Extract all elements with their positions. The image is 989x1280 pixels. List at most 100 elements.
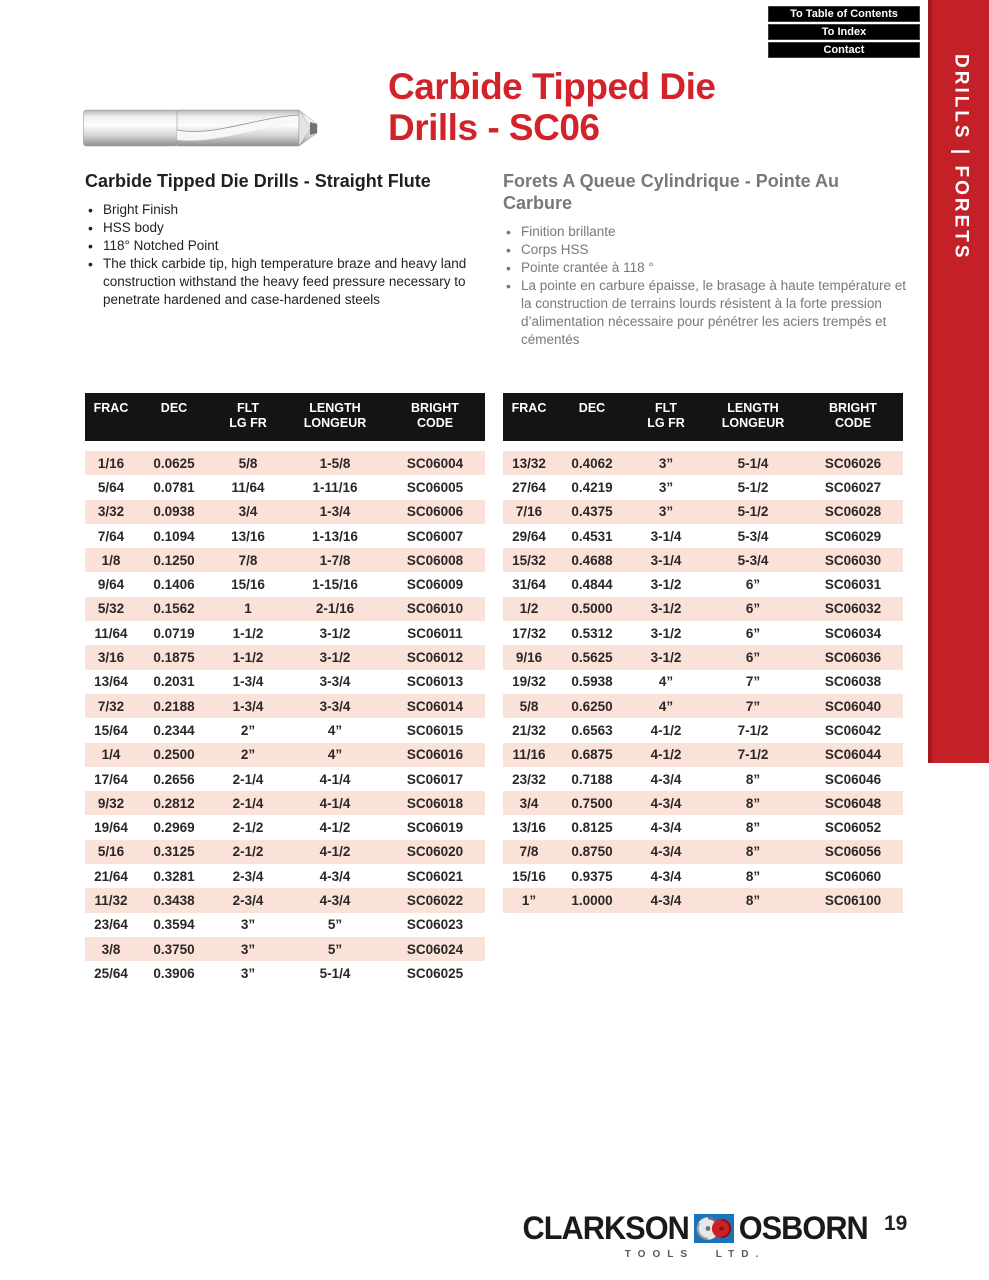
nav-to-index-button[interactable]: To Index	[768, 24, 920, 40]
section-tab-label: DRILLS | FORETS	[950, 54, 972, 261]
table-cell: 0.6563	[571, 722, 613, 738]
table-row: 13/64 0.2031 1-3/4 3-3/4 SC06013	[85, 670, 485, 694]
nav-contact-button[interactable]: Contact	[768, 42, 920, 58]
table-cell: 9/64	[97, 577, 125, 593]
table-cell: SC06060	[824, 868, 882, 884]
table-cell: 0.2656	[153, 771, 195, 787]
table-cell: SC06028	[824, 504, 882, 520]
brand-clarkson: CLARKSON	[522, 1210, 690, 1246]
table-cell: 2-1/2	[232, 820, 264, 836]
bullet-item: The thick carbide tip, high temperature …	[85, 255, 483, 309]
table-cell: 5-1/4	[319, 965, 351, 981]
table-cell: SC06004	[406, 455, 464, 471]
drill-product-image	[83, 109, 318, 147]
table-cell: 4-3/4	[650, 892, 682, 908]
table-row: 13/32 0.4062 3” 5-1/4 SC06026	[503, 451, 903, 476]
table-cell: 3”	[658, 455, 674, 471]
table-cell: 0.0625	[153, 455, 195, 471]
table-cell: 4-3/4	[319, 868, 351, 884]
table-cell: 5/64	[97, 479, 125, 495]
table-cell: SC06046	[824, 771, 882, 787]
table-cell: 17/32	[512, 625, 546, 641]
table-row: 25/64 0.3906 3” 5-1/4 SC06025	[85, 961, 485, 985]
table-cell: SC06019	[406, 820, 464, 836]
table-cell: SC06032	[824, 601, 882, 617]
table-cell: 4-3/4	[319, 892, 351, 908]
table-row: 11/32 0.3438 2-3/4 4-3/4 SC06022	[85, 888, 485, 913]
table-cell: 2-3/4	[232, 892, 264, 908]
table-cell: SC06038	[824, 674, 882, 690]
table-row: 17/32 0.5312 3-1/2 6” SC06034	[503, 621, 903, 645]
table-cell: 4”	[658, 674, 674, 690]
table-row: 1/8 0.1250 7/8 1-7/8 SC06008	[85, 548, 485, 573]
table-row: 29/64 0.4531 3-1/4 5-3/4 SC06029	[503, 524, 903, 548]
table-cell: 0.0719	[153, 625, 195, 641]
table-cell: 5-3/4	[737, 528, 769, 544]
english-heading: Carbide Tipped Die Drills - Straight Flu…	[85, 171, 431, 191]
table-cell: 5/8	[238, 455, 258, 471]
table-cell: SC06029	[824, 528, 882, 544]
table-row: 21/32 0.6563 4-1/2 7-1/2 SC06042	[503, 718, 903, 742]
table-cell: 4-3/4	[650, 868, 682, 884]
page-title-line-1: Carbide Tipped Die	[388, 66, 716, 107]
bullet-item: Corps HSS	[503, 241, 911, 259]
english-description: Carbide Tipped Die Drills - Straight Flu…	[85, 170, 483, 309]
table-cell: 0.6250	[571, 698, 613, 714]
table-row: 5/8 0.6250 4” 7” SC06040	[503, 693, 903, 719]
table-row: 5/16 0.3125 2-1/2 4-1/2 SC06020	[85, 839, 485, 865]
table-cell: 3-1/2	[650, 625, 682, 641]
table-cell: 0.4062	[571, 455, 613, 471]
table-row: 1” 1.0000 4-3/4 8” SC06100	[503, 888, 903, 913]
french-description: Forets A Queue Cylindrique - Pointe Au C…	[503, 170, 911, 349]
table-cell: 0.5625	[571, 650, 613, 666]
table-cell: 5-1/4	[737, 455, 769, 471]
section-tab-drills-forets[interactable]: DRILLS | FORETS	[928, 0, 989, 763]
table-cell: 19/64	[94, 820, 128, 836]
table-cell: 3/32	[97, 504, 125, 520]
spec-table-right: FRAC DEC FLT LG FR LENGTH LONGEUR BRIGHT CODE 1…	[503, 393, 903, 913]
table-cell: 2-1/16	[315, 601, 355, 617]
column-header: FRAC	[511, 401, 547, 415]
table-row: 7/64 0.1094 13/16 1-13/16 SC06007	[85, 524, 485, 548]
table-cell: SC06048	[824, 795, 882, 811]
table-row: 11/16 0.6875 4-1/2 7-1/2 SC06044	[503, 742, 903, 767]
bullet-item: Finition brillante	[503, 223, 911, 241]
table-cell: 25/64	[94, 965, 128, 981]
table-cell: 1-11/16	[312, 479, 358, 495]
table-cell: SC06007	[406, 528, 464, 544]
table-cell: 1-15/16	[312, 577, 358, 593]
table-cell: 1	[244, 601, 252, 617]
table-cell: 21/32	[512, 722, 546, 738]
table-cell: 4-1/2	[319, 844, 351, 860]
table-cell: 13/32	[512, 455, 546, 471]
table-row: 5/32 0.1562 1 2-1/16 SC06010	[85, 596, 485, 622]
table-cell: 2”	[240, 722, 256, 738]
table-cell: 5-1/2	[737, 504, 769, 520]
table-cell: SC06052	[824, 820, 882, 836]
table-cell: 7”	[745, 698, 761, 714]
drill-flute	[177, 115, 299, 141]
table-cell: SC06011	[407, 625, 463, 641]
table-row: 9/16 0.5625 3-1/2 6” SC06036	[503, 645, 903, 670]
table-row: 15/16 0.9375 4-3/4 8” SC06060	[503, 864, 903, 888]
table-cell: 1/2	[519, 601, 539, 617]
clarkson-osborn-logo-icon	[694, 1214, 735, 1243]
table-cell: 4-1/4	[319, 795, 351, 811]
table-cell: 1.0000	[571, 892, 613, 908]
table-cell: 0.3125	[153, 844, 195, 860]
table-cell: 4-1/4	[319, 771, 351, 787]
table-cell: 0.0938	[153, 504, 195, 520]
table-cell: 29/64	[512, 528, 546, 544]
nav-to-table-of-contents-button[interactable]: To Table of Contents	[768, 6, 920, 22]
table-cell: 6”	[745, 650, 761, 666]
table-cell: 0.4844	[571, 577, 613, 593]
column-header: DEC	[160, 401, 188, 415]
table-cell: 4-1/2	[650, 722, 682, 738]
table-row: 31/64 0.4844 3-1/2 6” SC06031	[503, 572, 903, 596]
table-cell: SC06100	[824, 892, 882, 908]
table-cell: 0.2812	[153, 795, 195, 811]
table-cell: 1-13/16	[312, 528, 358, 544]
column-header: FLT LG FR	[229, 401, 267, 430]
table-cell: 3/16	[97, 650, 125, 666]
table-cell: 0.1094	[153, 528, 195, 544]
